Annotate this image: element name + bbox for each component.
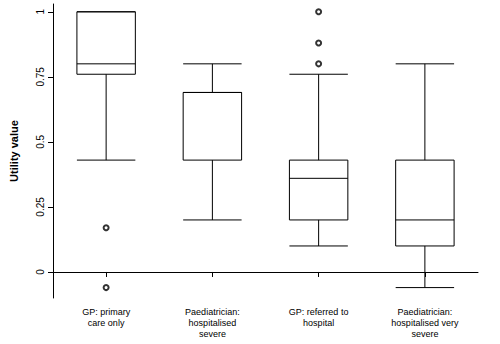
svg-text:Paediatrician:: Paediatrician: <box>398 307 453 317</box>
svg-text:hospitalised very: hospitalised very <box>391 318 459 328</box>
svg-text:severe: severe <box>411 329 438 339</box>
svg-text:0.75: 0.75 <box>35 67 46 87</box>
svg-text:hospitalised: hospitalised <box>189 318 237 328</box>
svg-text:GP: primary: GP: primary <box>82 307 131 317</box>
svg-text:0: 0 <box>35 269 46 275</box>
svg-text:GP: referred to: GP: referred to <box>289 307 349 317</box>
svg-text:Paediatrician:: Paediatrician: <box>185 307 240 317</box>
svg-text:Utility value: Utility value <box>8 120 20 182</box>
svg-text:care only: care only <box>88 318 125 328</box>
svg-text:severe: severe <box>199 329 226 339</box>
svg-text:hospital: hospital <box>303 318 334 328</box>
svg-text:1: 1 <box>35 9 46 15</box>
svg-text:0.25: 0.25 <box>35 197 46 217</box>
svg-text:0.5: 0.5 <box>35 135 46 149</box>
